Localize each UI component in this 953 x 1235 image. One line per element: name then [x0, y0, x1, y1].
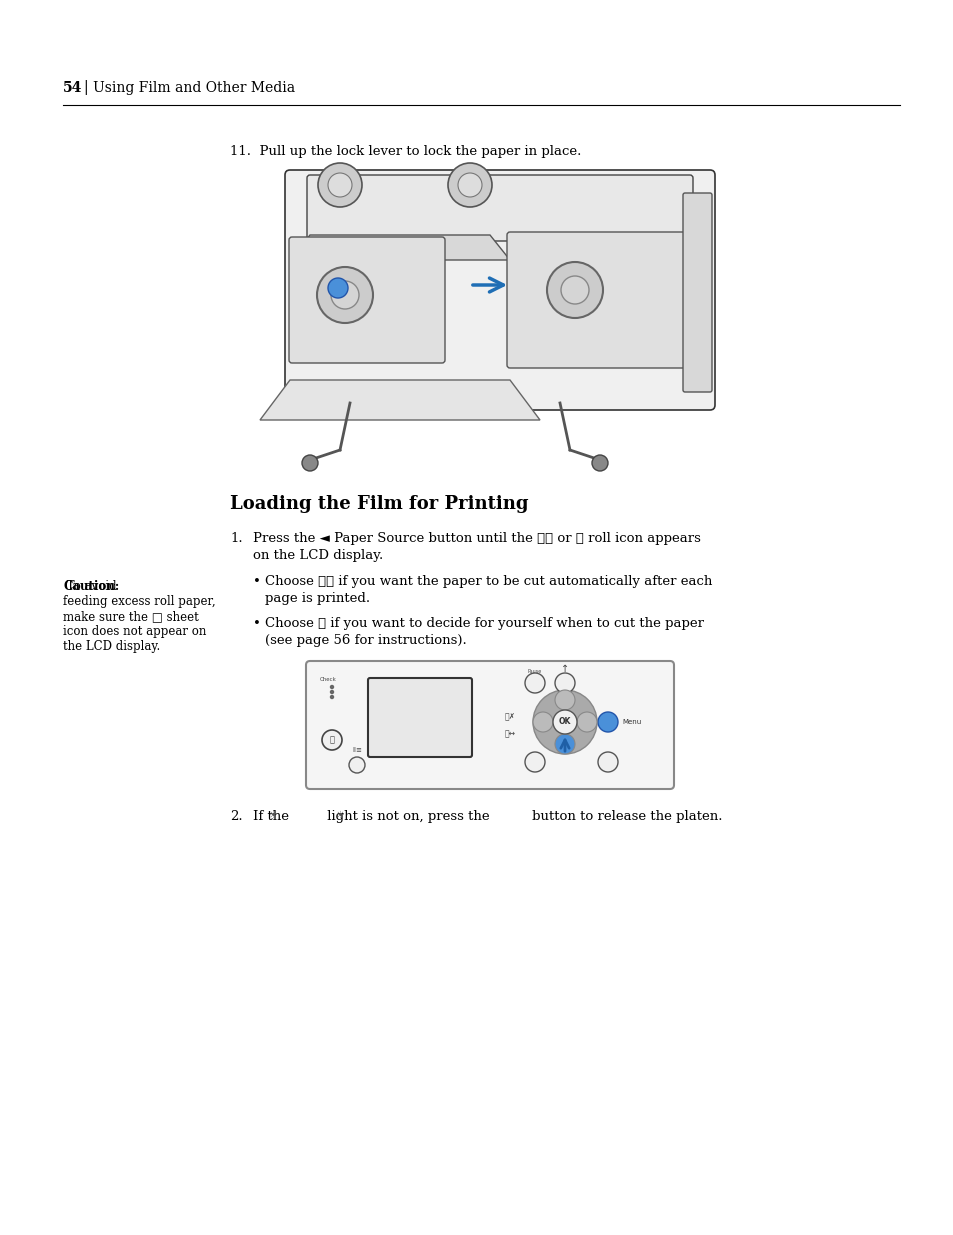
Text: Choose ⓘ✗ if you want the paper to be cut automatically after each: Choose ⓘ✗ if you want the paper to be cu…: [265, 576, 712, 588]
FancyBboxPatch shape: [368, 678, 472, 757]
FancyBboxPatch shape: [682, 193, 711, 391]
Text: ⓘ↔: ⓘ↔: [504, 730, 515, 739]
Text: ☀: ☀: [335, 810, 343, 820]
Text: Pause: Pause: [527, 669, 541, 674]
Text: If the         light is not on, press the          button to release the platen.: If the light is not on, press the button…: [253, 810, 721, 823]
Circle shape: [560, 275, 588, 304]
Circle shape: [330, 685, 334, 688]
Polygon shape: [290, 235, 510, 261]
Circle shape: [448, 163, 492, 207]
Text: Caution:: Caution:: [63, 580, 119, 593]
Circle shape: [555, 734, 575, 755]
FancyBboxPatch shape: [306, 661, 673, 789]
Text: page is printed.: page is printed.: [265, 592, 370, 605]
Text: Choose ⓘ if you want to decide for yourself when to cut the paper: Choose ⓘ if you want to decide for yours…: [265, 618, 703, 630]
Circle shape: [322, 730, 341, 750]
Circle shape: [553, 710, 577, 734]
Circle shape: [546, 262, 602, 317]
FancyBboxPatch shape: [307, 175, 692, 241]
Text: |: |: [83, 80, 88, 95]
Text: Menu: Menu: [621, 719, 640, 725]
Text: OK: OK: [558, 718, 571, 726]
Text: •: •: [253, 618, 260, 630]
Circle shape: [533, 690, 597, 755]
FancyBboxPatch shape: [506, 232, 687, 368]
Text: ↑: ↑: [560, 664, 569, 674]
Text: Check: Check: [319, 677, 336, 682]
Text: ⓘ✗: ⓘ✗: [504, 713, 515, 721]
Circle shape: [592, 454, 607, 471]
Text: To avoid
feeding excess roll paper,
make sure the □ sheet
icon does not appear o: To avoid feeding excess roll paper, make…: [63, 580, 215, 653]
Text: Loading the Film for Printing: Loading the Film for Printing: [230, 495, 528, 513]
Circle shape: [598, 713, 618, 732]
Circle shape: [555, 690, 575, 710]
Circle shape: [598, 752, 618, 772]
Text: 11.  Pull up the lock lever to lock the paper in place.: 11. Pull up the lock lever to lock the p…: [230, 144, 580, 158]
Text: Press the ◄ Paper Source button until the ⓘ✗ or ⓘ roll icon appears: Press the ◄ Paper Source button until th…: [253, 532, 700, 545]
Circle shape: [524, 752, 544, 772]
Circle shape: [555, 673, 575, 693]
Circle shape: [328, 278, 348, 298]
Circle shape: [330, 695, 334, 699]
Text: 1.: 1.: [230, 532, 242, 545]
FancyBboxPatch shape: [289, 237, 444, 363]
Text: 54: 54: [63, 82, 82, 95]
FancyBboxPatch shape: [285, 170, 714, 410]
Text: 2.: 2.: [230, 810, 242, 823]
Circle shape: [302, 454, 317, 471]
Text: II≡: II≡: [352, 747, 361, 753]
Circle shape: [577, 713, 597, 732]
Text: ⏻: ⏻: [329, 736, 335, 745]
Circle shape: [328, 173, 352, 198]
Circle shape: [457, 173, 481, 198]
Circle shape: [316, 267, 373, 324]
Circle shape: [349, 757, 365, 773]
Circle shape: [533, 713, 553, 732]
Circle shape: [524, 673, 544, 693]
Text: Using Film and Other Media: Using Film and Other Media: [92, 82, 294, 95]
Polygon shape: [260, 380, 539, 420]
Text: ☀: ☀: [268, 810, 276, 820]
Text: •: •: [253, 576, 260, 588]
Text: on the LCD display.: on the LCD display.: [253, 550, 383, 562]
Circle shape: [331, 282, 358, 309]
Circle shape: [317, 163, 361, 207]
Circle shape: [330, 690, 334, 694]
Text: (see page 56 for instructions).: (see page 56 for instructions).: [265, 634, 466, 647]
